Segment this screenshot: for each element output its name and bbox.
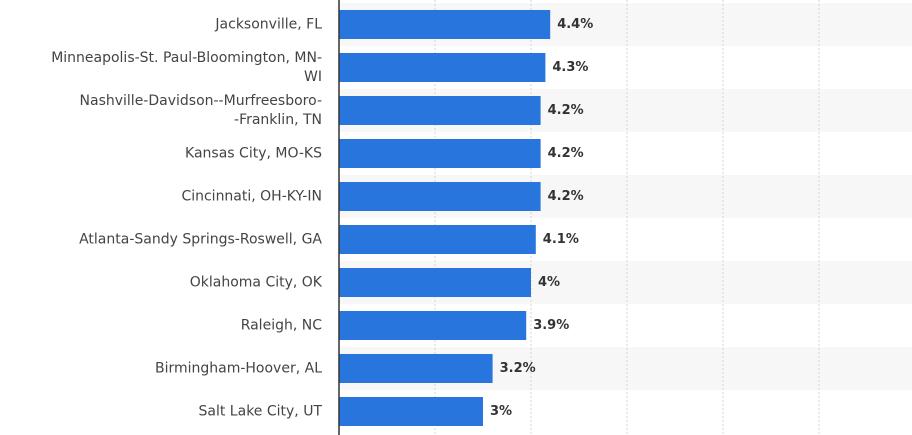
category-label: Cincinnati, OH-KY-IN [181, 189, 322, 205]
category-label-line: Salt Lake City, UT [199, 404, 323, 420]
category-label: Salt Lake City, UT [199, 404, 323, 420]
bar [339, 311, 527, 340]
category-label: Jacksonville, FL [214, 17, 322, 33]
category-label-line: -Franklin, TN [234, 112, 322, 128]
category-label: Nashville-Davidson--Murfreesboro- -Frankl… [80, 93, 322, 128]
value-label: 4% [538, 275, 560, 290]
category-label-line: WI [304, 69, 322, 85]
bar [339, 354, 493, 383]
bar [339, 96, 541, 125]
category-labels: Jacksonville, FL Minneapolis-St. Paul-Blo… [51, 17, 323, 420]
category-label-line: Nashville-Davidson--Murfreesboro- [80, 93, 322, 109]
category-label-line: Kansas City, MO-KS [185, 146, 322, 162]
category-label: Kansas City, MO-KS [185, 146, 322, 162]
value-label: 4.2% [548, 189, 584, 204]
category-label: Raleigh, NC [241, 318, 323, 334]
category-label: Minneapolis-St. Paul-Bloomington, MN- WI [51, 50, 322, 85]
category-label-line: Raleigh, NC [241, 318, 323, 334]
value-label: 4.3% [552, 60, 588, 75]
bar [339, 268, 531, 297]
value-label: 4.2% [548, 146, 584, 161]
category-label: Atlanta-Sandy Springs-Roswell, GA [79, 232, 322, 248]
category-label: Birmingham-Hoover, AL [155, 361, 322, 377]
bar [339, 397, 483, 426]
category-label: Oklahoma City, OK [190, 275, 323, 291]
bars [339, 10, 551, 426]
category-label-line: Minneapolis-St. Paul-Bloomington, MN- [51, 50, 322, 66]
category-label-line: Cincinnati, OH-KY-IN [181, 189, 322, 205]
bar [339, 53, 546, 82]
bar [339, 139, 541, 168]
category-label-line: Jacksonville, FL [214, 17, 322, 33]
bar [339, 225, 536, 254]
value-label: 3.2% [500, 361, 536, 376]
value-label: 3.9% [533, 318, 569, 333]
value-label: 4.2% [548, 103, 584, 118]
category-label-line: Oklahoma City, OK [190, 275, 323, 291]
category-label-line: Atlanta-Sandy Springs-Roswell, GA [79, 232, 322, 248]
value-label: 4.1% [543, 232, 579, 247]
bar [339, 182, 541, 211]
bar [339, 10, 551, 39]
value-label: 3% [490, 404, 512, 419]
value-label: 4.4% [557, 17, 593, 32]
value-labels: 4.4% 4.3% 4.2% 4.2% 4.2% 4.1% 4% 3.9% 3.2% 3% [490, 17, 593, 419]
category-label-line: Birmingham-Hoover, AL [155, 361, 322, 377]
